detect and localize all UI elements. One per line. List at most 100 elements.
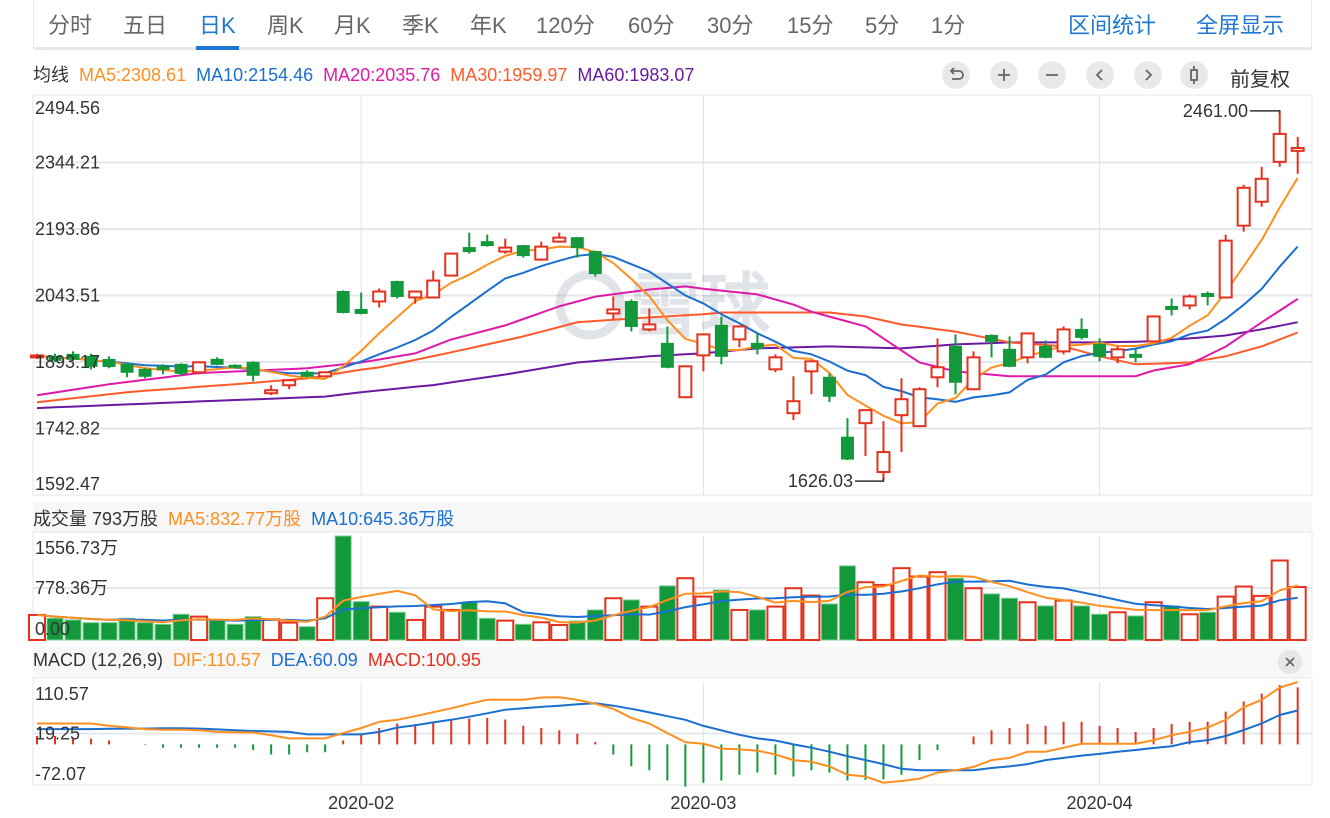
candlestick xyxy=(966,351,981,391)
candle-body xyxy=(750,342,764,349)
candlestick xyxy=(192,361,207,375)
candlestick xyxy=(660,326,674,369)
candlestick xyxy=(444,252,459,277)
tab-intraday[interactable]: 分时 xyxy=(48,13,93,38)
candle-body xyxy=(390,281,404,297)
candlestick xyxy=(1129,349,1143,363)
candle-body xyxy=(30,354,44,359)
volume-bar xyxy=(82,622,100,641)
price-axis-label: 2344.21 xyxy=(35,153,100,173)
volume-bar xyxy=(208,619,226,641)
ma10-value: MA10:2154.46 xyxy=(196,65,314,85)
candle-body xyxy=(714,324,728,357)
volume-bar xyxy=(388,611,406,641)
candle-body xyxy=(444,252,459,277)
candlestick xyxy=(1236,184,1251,232)
candlestick xyxy=(714,316,728,365)
dea-line xyxy=(37,702,1298,772)
candlestick xyxy=(102,356,116,369)
ma-legend: 均线 MA5:2308.61 MA10:2154.46 MA20:2035.76 MA3… xyxy=(33,61,704,87)
volume-bar xyxy=(748,609,766,641)
tab-quarterly-k[interactable]: 季K xyxy=(402,13,439,38)
tab-120min[interactable]: 120分 xyxy=(536,13,595,38)
price-axis-label: 1893.17 xyxy=(35,352,100,372)
scroll-right-button[interactable] xyxy=(1134,61,1162,89)
volume-bar xyxy=(1216,595,1235,641)
volume-bar xyxy=(1144,601,1163,641)
macd-value: MACD:100.95 xyxy=(367,650,481,670)
candle-body xyxy=(1093,343,1107,357)
volume-bar xyxy=(226,623,244,641)
volume-bar xyxy=(1108,611,1127,641)
candlestick xyxy=(228,364,242,369)
candle-body xyxy=(1129,353,1143,358)
candlestick xyxy=(30,353,44,359)
volume-bar xyxy=(280,621,299,641)
candle-body xyxy=(912,388,927,428)
candlestick xyxy=(390,280,404,299)
candle-body xyxy=(66,353,80,360)
candlestick xyxy=(1075,318,1089,340)
tab-30min[interactable]: 30分 xyxy=(707,13,754,38)
volume-bar xyxy=(730,608,749,642)
x-axis-label: 2020-02 xyxy=(328,793,394,813)
close-icon xyxy=(1285,657,1295,667)
undo-icon xyxy=(949,67,964,80)
chart-type-button[interactable] xyxy=(1180,61,1208,89)
close-macd-button[interactable] xyxy=(1278,650,1302,674)
candlestick xyxy=(732,325,747,348)
volume-bar xyxy=(118,617,136,641)
candle-body xyxy=(966,356,981,391)
candlestick xyxy=(1020,332,1035,364)
tab-yearly-k[interactable]: 年K xyxy=(470,13,507,38)
tab-monthly-k[interactable]: 月K xyxy=(334,13,371,38)
candlestick xyxy=(300,370,314,378)
candlestick xyxy=(516,244,530,258)
candlestick xyxy=(1039,340,1053,359)
reset-button[interactable] xyxy=(942,61,970,89)
volume-bar xyxy=(1091,613,1109,641)
candlestick xyxy=(282,379,297,390)
candlestick xyxy=(858,409,873,457)
volume-ma10-value: MA10:645.36万股 xyxy=(311,509,455,529)
x-axis-label: 2020-04 xyxy=(1067,793,1133,813)
tab-five-day[interactable]: 五日 xyxy=(123,13,168,38)
volume-bar xyxy=(947,577,965,641)
candle-body xyxy=(462,247,476,253)
range-stats-link[interactable]: 区间统计 xyxy=(1068,13,1157,38)
volume-bar xyxy=(820,603,838,641)
candle-body xyxy=(210,358,224,365)
candlestick xyxy=(894,378,909,453)
tab-15min[interactable]: 15分 xyxy=(787,13,834,38)
candle-body xyxy=(336,291,350,313)
volume-bar xyxy=(586,609,604,641)
volume-bar xyxy=(1199,611,1217,641)
zoom-out-button[interactable] xyxy=(1038,61,1066,89)
candle-body xyxy=(606,308,621,315)
candle-body xyxy=(372,290,387,303)
zoom-in-button[interactable] xyxy=(990,61,1018,89)
candle-body xyxy=(1182,295,1197,307)
min-price-leader xyxy=(855,478,885,482)
candle-body xyxy=(246,361,260,376)
tab-5min[interactable]: 5分 xyxy=(865,13,900,38)
volume-bar xyxy=(172,613,190,641)
candlestick xyxy=(768,354,783,373)
volume-bar xyxy=(712,589,730,641)
tab-daily-k[interactable]: 日K xyxy=(196,8,239,50)
fullscreen-link[interactable]: 全屏显示 xyxy=(1196,13,1285,38)
ma-legend-title: 均线 xyxy=(33,65,69,85)
candlestick xyxy=(138,368,152,379)
tab-1min[interactable]: 1分 xyxy=(931,13,966,38)
tab-weekly-k[interactable]: 周K xyxy=(267,13,304,38)
candlestick xyxy=(408,290,423,304)
scroll-left-button[interactable] xyxy=(1086,61,1114,89)
volume-bar xyxy=(1180,613,1199,641)
candlestick xyxy=(1290,136,1305,174)
candlestick xyxy=(1110,346,1125,364)
price-adjust-select[interactable]: 前复权 xyxy=(1230,69,1290,91)
min-price-label: 1626.03 xyxy=(788,471,853,491)
candle-body xyxy=(786,400,801,415)
tab-60min[interactable]: 60分 xyxy=(628,13,675,38)
